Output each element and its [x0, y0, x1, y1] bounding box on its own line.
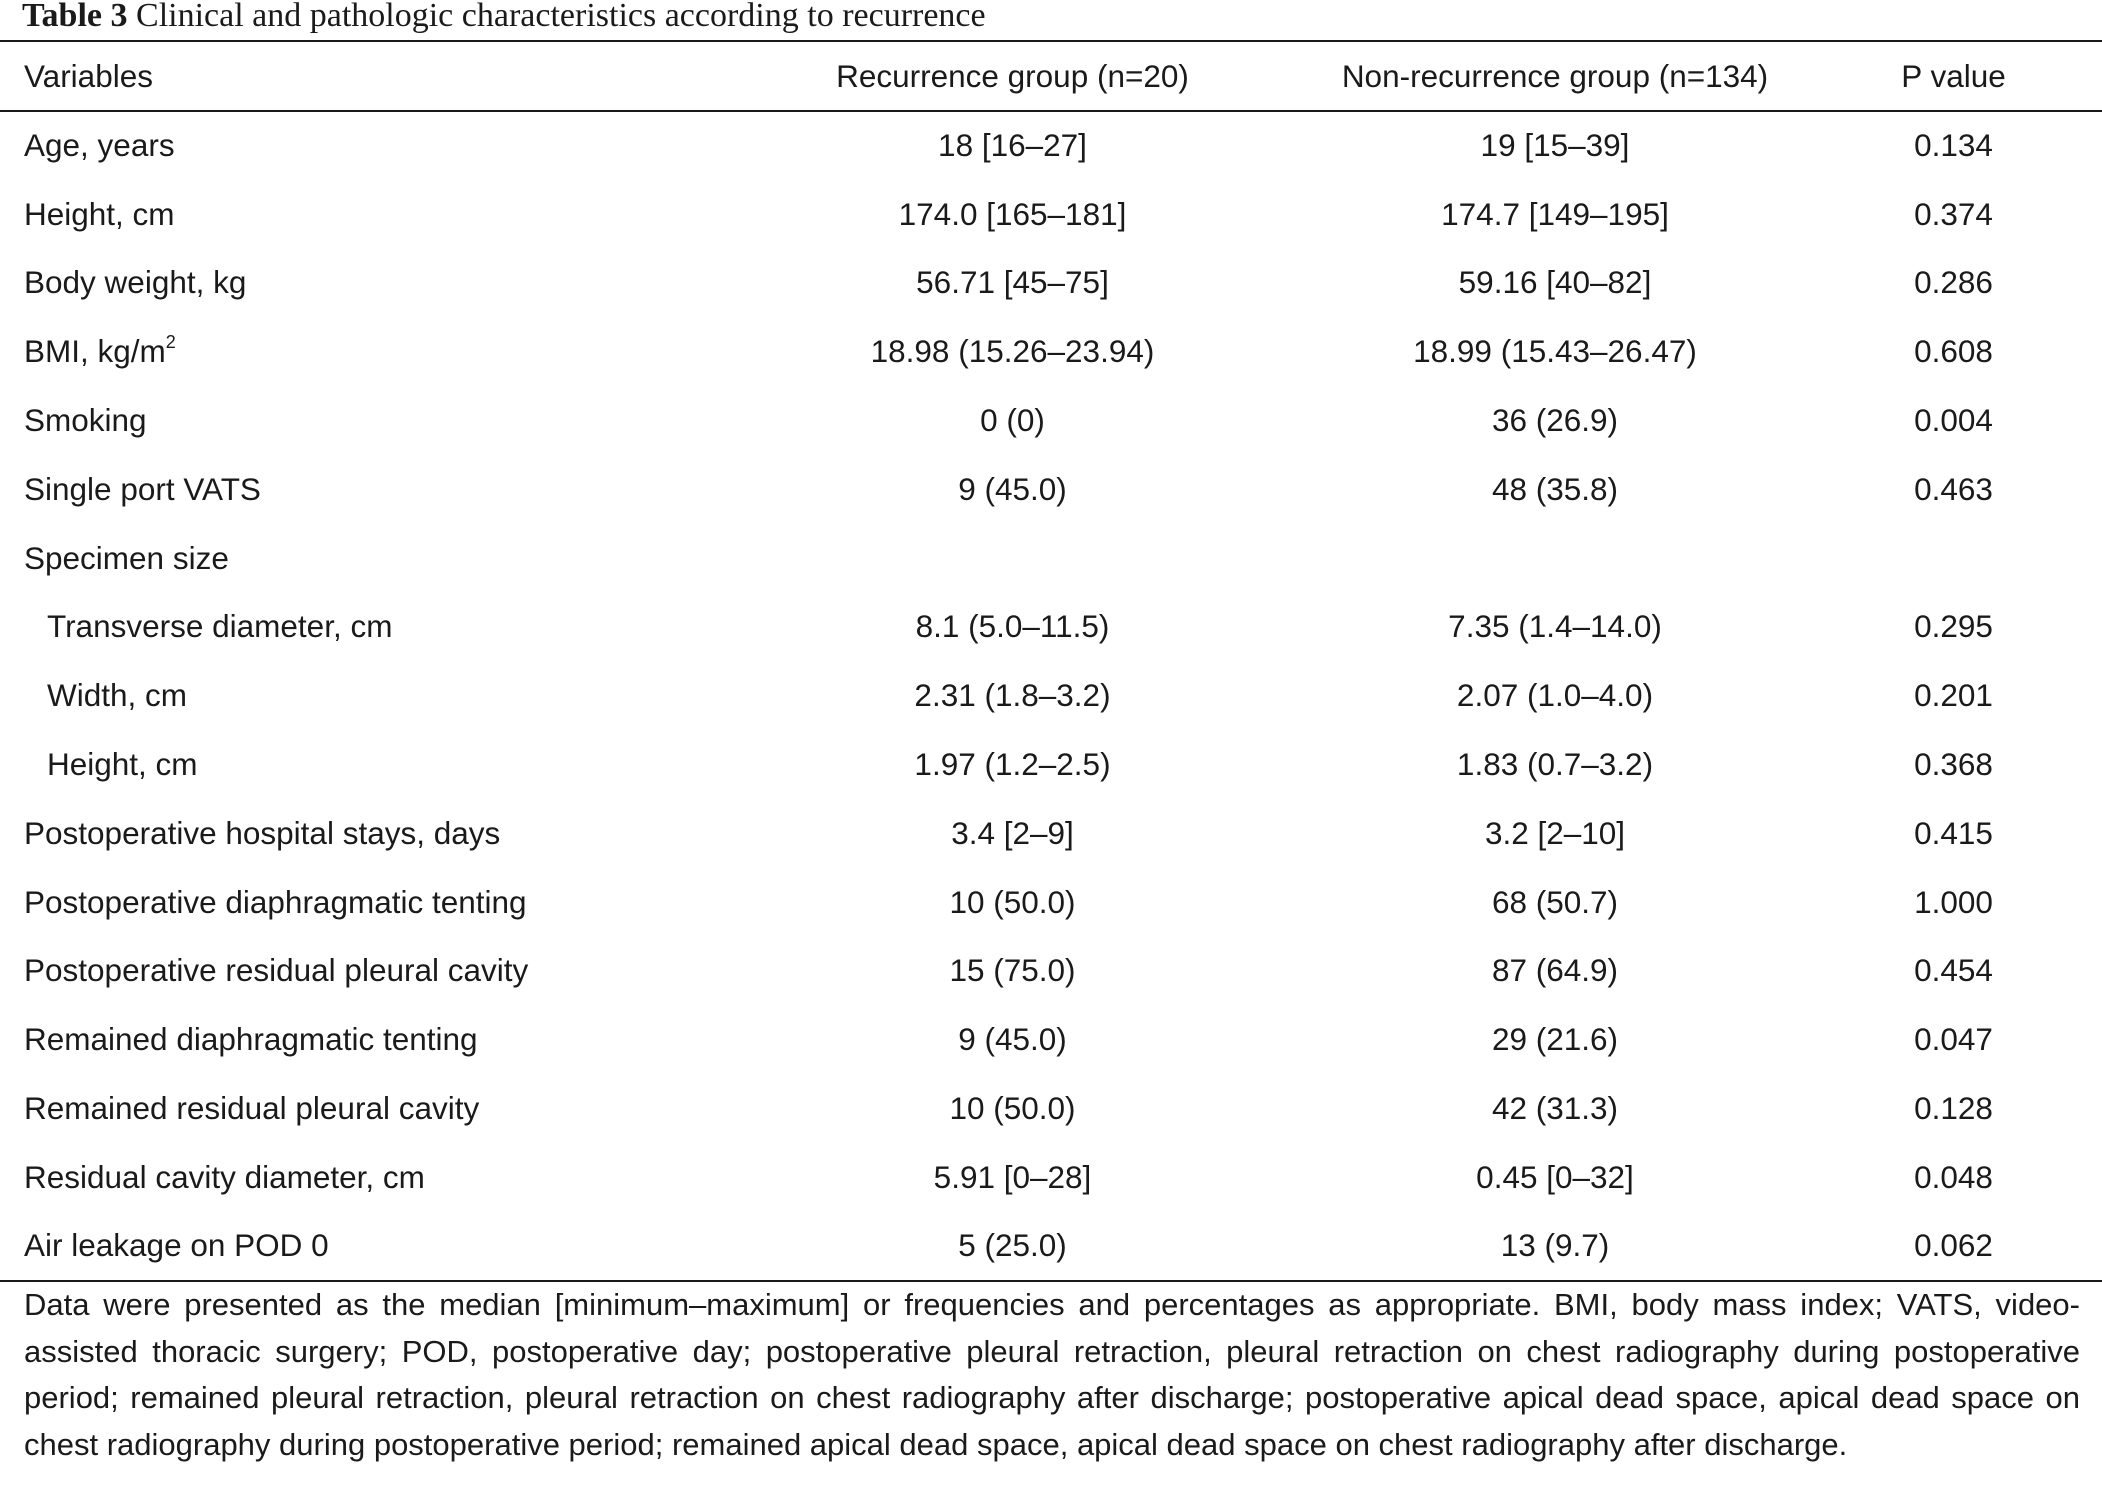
- cell-variable: Postoperative diaphragmatic tenting: [24, 883, 527, 920]
- cell-variable: Height, cm: [24, 195, 175, 232]
- cell-non-recurrence: 42 (31.3): [1491, 1090, 1619, 1127]
- cell-recurrence: 0 (0): [980, 402, 1045, 439]
- cell-non-recurrence: 1.83 (0.7–3.2): [1456, 746, 1654, 783]
- cell-p-value: 0.004: [1914, 402, 1993, 439]
- cell-non-recurrence: 7.35 (1.4–14.0): [1448, 608, 1662, 645]
- table-caption-text: Clinical and pathologic characteristics …: [136, 0, 986, 34]
- cell-recurrence: 5 (25.0): [720, 1211, 1305, 1282]
- table-row: Postoperative diaphragmatic tenting 10 (…: [0, 868, 2102, 937]
- cell-recurrence: 3.4 [2–9]: [951, 814, 1074, 851]
- header-non-recurrence-group: Non-recurrence group (n=134): [1305, 40, 1805, 112]
- cell-recurrence: 18 [16–27]: [938, 127, 1087, 164]
- cell-recurrence: 2.31 (1.8–3.2): [914, 677, 1111, 714]
- superscript: 2: [165, 332, 176, 353]
- cell-recurrence: 1.97 (1.2–2.5): [914, 746, 1111, 783]
- cell-p-value: 0.134: [1914, 127, 1993, 164]
- header-recurrence-group: Recurrence group (n=20): [720, 40, 1305, 112]
- cell-non-recurrence: 174.7 [149–195]: [1441, 195, 1669, 232]
- cell-non-recurrence: [1305, 524, 1805, 593]
- table-row: Air leakage on POD 0 5 (25.0) 13 (9.7) 0…: [0, 1211, 2102, 1282]
- table-row: Height, cm 174.0 [165–181] 174.7 [149–19…: [0, 180, 2102, 249]
- cell-variable: Residual cavity diameter, cm: [24, 1158, 425, 1195]
- table-row: Postoperative residual pleural cavity 15…: [0, 937, 2102, 1006]
- cell-variable: Remained diaphragmatic tenting: [24, 1021, 478, 1058]
- table-row: Age, years 18 [16–27] 19 [15–39] 0.134: [0, 111, 2102, 180]
- cell-p-value: 0.048: [1914, 1158, 1993, 1195]
- cell-recurrence: 56.71 [45–75]: [916, 264, 1109, 301]
- cell-p-value: 0.201: [1914, 677, 1993, 714]
- cell-non-recurrence: 29 (21.6): [1491, 1021, 1619, 1058]
- cell-recurrence: [720, 524, 1305, 593]
- table-caption-label: Table 3: [22, 0, 128, 34]
- cell-variable: Postoperative hospital stays, days: [24, 814, 501, 851]
- cell-p-value: 0.415: [1914, 814, 1993, 851]
- cell-variable: Width, cm: [47, 677, 188, 714]
- cell-variable-text: BMI, kg/m: [24, 333, 166, 370]
- table-header-row: Variables Recurrence group (n=20) Non-re…: [0, 40, 2102, 112]
- cell-non-recurrence: 68 (50.7): [1491, 883, 1619, 920]
- cell-recurrence: 10 (50.0): [949, 883, 1076, 920]
- cell-non-recurrence: 36 (26.9): [1491, 402, 1619, 439]
- table-row: Transverse diameter, cm 8.1 (5.0–11.5) 7…: [0, 593, 2102, 662]
- cell-recurrence: 8.1 (5.0–11.5): [915, 608, 1110, 645]
- cell-variable: Smoking: [24, 402, 147, 439]
- cell-recurrence: 15 (75.0): [949, 952, 1076, 989]
- cell-p-value: 0.454: [1914, 952, 1993, 989]
- cell-p-value: 0.295: [1914, 608, 1993, 645]
- cell-non-recurrence: 19 [15–39]: [1480, 127, 1630, 164]
- cell-recurrence: 18.98 (15.26–23.94): [870, 333, 1155, 370]
- cell-variable: Remained residual pleural cavity: [24, 1090, 480, 1127]
- cell-variable: Age, years: [24, 127, 175, 164]
- cell-p-value: 0.368: [1914, 746, 1993, 783]
- table-row: Height, cm 1.97 (1.2–2.5) 1.83 (0.7–3.2)…: [0, 730, 2102, 799]
- cell-variable: Transverse diameter, cm: [47, 608, 393, 645]
- cell-recurrence: 5.91 [0–28]: [933, 1158, 1092, 1195]
- cell-p-value: 0.286: [1914, 264, 1993, 301]
- cell-non-recurrence: 0.45 [0–32]: [1476, 1158, 1634, 1195]
- cell-variable: BMI, kg/m2: [0, 317, 720, 386]
- cell-non-recurrence: 48 (35.8): [1491, 470, 1619, 507]
- header-variables: Variables: [0, 40, 720, 112]
- table-row: Single port VATS 9 (45.0) 48 (35.8) 0.46…: [0, 455, 2102, 524]
- cell-variable: Specimen size: [24, 539, 229, 576]
- table-row: BMI, kg/m2 18.98 (15.26–23.94) 18.99 (15…: [0, 317, 2102, 386]
- table-row: Smoking 0 (0) 36 (26.9) 0.004: [0, 386, 2102, 455]
- cell-non-recurrence: 2.07 (1.0–4.0): [1456, 677, 1654, 714]
- cell-non-recurrence: 18.99 (15.43–26.47): [1413, 333, 1697, 370]
- cell-p-value: 1.000: [1914, 883, 1993, 920]
- table-row: Body weight, kg 56.71 [45–75] 59.16 [40–…: [0, 249, 2102, 318]
- cell-p-value: 0.047: [1914, 1021, 1993, 1058]
- table-caption: Table 3 Clinical and pathologic characte…: [22, 0, 986, 36]
- cell-p-value: 0.062: [1805, 1211, 2102, 1282]
- cell-variable: Air leakage on POD 0: [0, 1211, 720, 1282]
- cell-recurrence: 10 (50.0): [949, 1090, 1076, 1127]
- cell-non-recurrence: 13 (9.7): [1305, 1211, 1805, 1282]
- cell-recurrence: 9 (45.0): [958, 1021, 1067, 1058]
- cell-variable: Single port VATS: [24, 470, 261, 507]
- cell-variable: Body weight, kg: [24, 264, 247, 301]
- table-row: Specimen size: [0, 524, 2102, 593]
- cell-non-recurrence: 87 (64.9): [1491, 952, 1619, 989]
- cell-non-recurrence: 59.16 [40–82]: [1458, 264, 1652, 301]
- cell-variable: Postoperative residual pleural cavity: [24, 952, 529, 989]
- cell-recurrence: 174.0 [165–181]: [898, 195, 1127, 232]
- table-row: Postoperative hospital stays, days 3.4 […: [0, 799, 2102, 868]
- cell-p-value: 0.128: [1914, 1090, 1993, 1127]
- cell-p-value: 0.608: [1914, 333, 1993, 370]
- cell-p-value: 0.463: [1914, 470, 1993, 507]
- table-row: Width, cm 2.31 (1.8–3.2) 2.07 (1.0–4.0) …: [0, 661, 2102, 730]
- cell-non-recurrence: 3.2 [2–10]: [1484, 814, 1626, 851]
- characteristics-table: Variables Recurrence group (n=20) Non-re…: [0, 40, 2102, 1282]
- cell-p-value: 0.374: [1914, 195, 1993, 232]
- table-row: Residual cavity diameter, cm 5.91 [0–28]…: [0, 1143, 2102, 1212]
- cell-p-value: [1805, 524, 2102, 593]
- table-row: Remained diaphragmatic tenting 9 (45.0) …: [0, 1005, 2102, 1074]
- table-footnote: Data were presented as the median [minim…: [24, 1287, 2080, 1462]
- cell-variable: Height, cm: [47, 746, 198, 783]
- cell-recurrence: 9 (45.0): [958, 470, 1067, 507]
- header-p-value: P value: [1805, 40, 2102, 112]
- table-row: Remained residual pleural cavity 10 (50.…: [0, 1074, 2102, 1143]
